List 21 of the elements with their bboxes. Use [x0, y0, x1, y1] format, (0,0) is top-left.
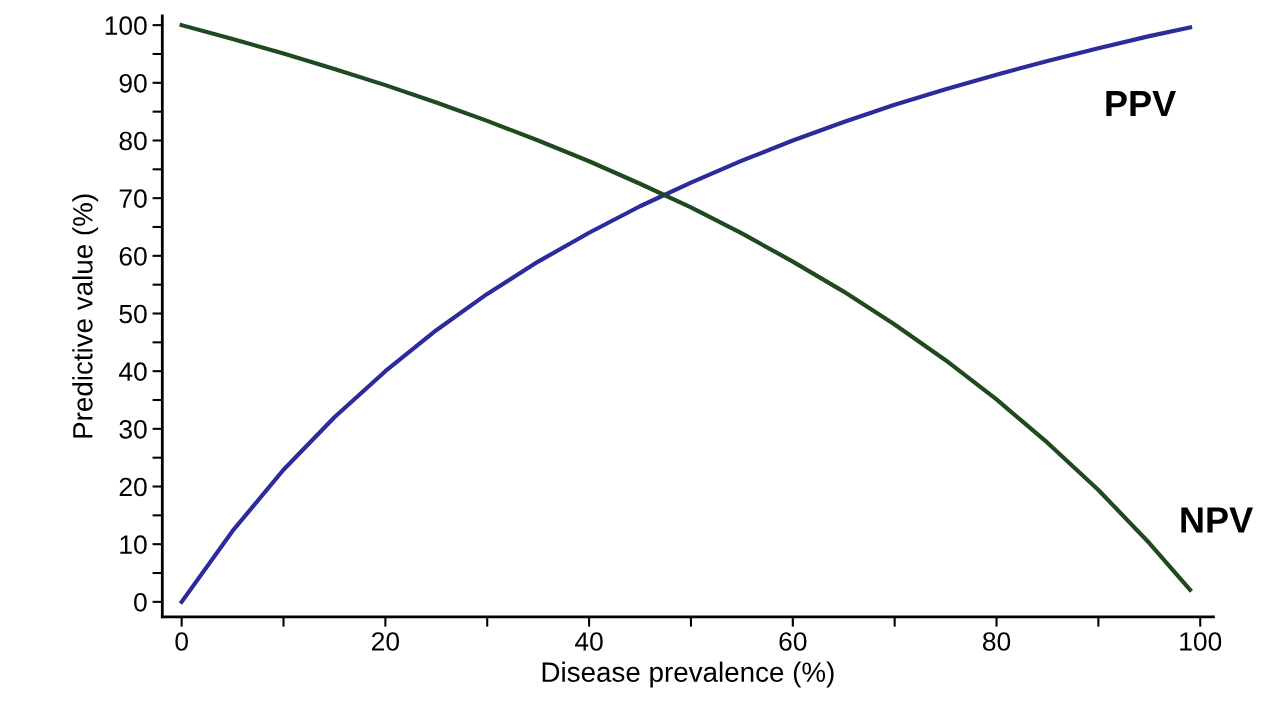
series-label: PPV — [1106, 91, 1176, 116]
y-axis-title: Predictive value (%) — [72, 194, 99, 438]
x-axis-title: Disease prevalence (%) — [542, 661, 834, 688]
x-tick-label: 60 — [779, 632, 807, 651]
y-tick-label: 30 — [119, 419, 147, 439]
x-tick-label: 80 — [982, 632, 1011, 651]
x-tick-label: 40 — [575, 632, 603, 651]
y-tick-label: 90 — [119, 73, 147, 93]
y-tick-label: 40 — [118, 362, 147, 381]
x-tick-label: 0 — [175, 632, 188, 651]
y-tick-label: 0 — [134, 592, 147, 612]
y-tick-label: 50 — [119, 304, 147, 324]
y-tick-label: 20 — [119, 477, 147, 497]
x-tick-label: 100 — [1180, 632, 1222, 651]
series-label: NPV — [1181, 507, 1253, 533]
y-tick-label: 70 — [119, 189, 147, 208]
y-tick-label: 80 — [119, 131, 147, 151]
y-tick-label: 100 — [105, 16, 147, 35]
y-tick-label: 60 — [119, 246, 147, 266]
x-tick-label: 20 — [372, 632, 400, 651]
y-tick-label: 10 — [120, 535, 147, 555]
